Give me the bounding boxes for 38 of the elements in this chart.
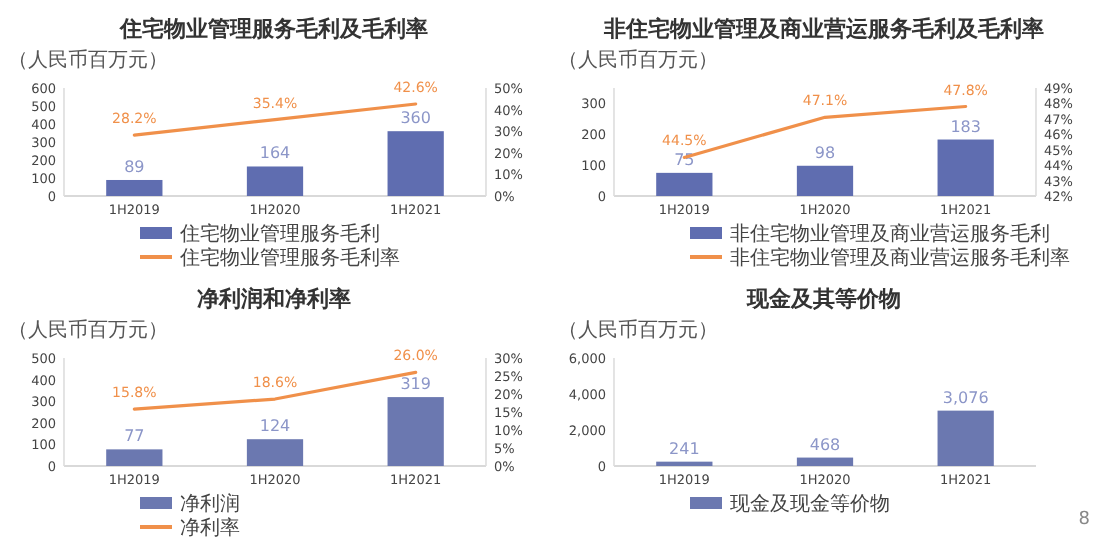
chart-title: 住宅物业管理服务毛利及毛利率 [118,16,428,42]
bar [106,449,163,466]
y-axis-title: （人民币百万元） [8,48,168,72]
data-label: 241 [669,439,700,458]
data-label: 98 [814,143,836,162]
bar [387,131,444,196]
y-axis-title: （人民币百万元） [558,48,718,72]
y-axis-title: （人民币百万元） [8,318,168,342]
chart-title: 净利润和净利率 [197,286,351,312]
data-label: 468 [809,435,841,454]
data-label: 360 [400,109,431,128]
data-label: 3,076 [942,388,989,407]
bar [937,410,994,466]
data-label: 124 [259,417,291,436]
text: 8 [1078,510,1091,530]
data-label: 164 [259,144,291,163]
legend-label: 净利润 [180,492,240,516]
bar [246,166,304,196]
legend-label: 住宅物业管理服务毛利率 [180,246,400,270]
bar [106,179,163,196]
data-label: 89 [124,157,145,176]
bar [387,397,444,466]
y-axis-title: （人民币百万元） [558,318,718,342]
legend-label: 净利率 [180,516,240,538]
legend-label: 现金及现金等价物 [730,492,890,516]
chart-title: 非住宅物业管理及商业营运服务毛利及毛利率 [602,16,1044,42]
bar [796,457,854,466]
bar [656,172,713,196]
legend-label: 非住宅物业管理及商业营运服务毛利率 [730,246,1070,270]
data-label: 319 [400,375,431,394]
bar [937,139,994,196]
legend-label: 非住宅物业管理及商业营运服务毛利 [730,222,1050,246]
legend-label: 住宅物业管理服务毛利 [180,222,380,246]
bar [246,439,304,466]
bar [796,165,854,196]
chart-title: 现金及其等价物 [745,286,901,312]
data-label: 77 [124,427,145,446]
data-label: 183 [950,117,981,136]
